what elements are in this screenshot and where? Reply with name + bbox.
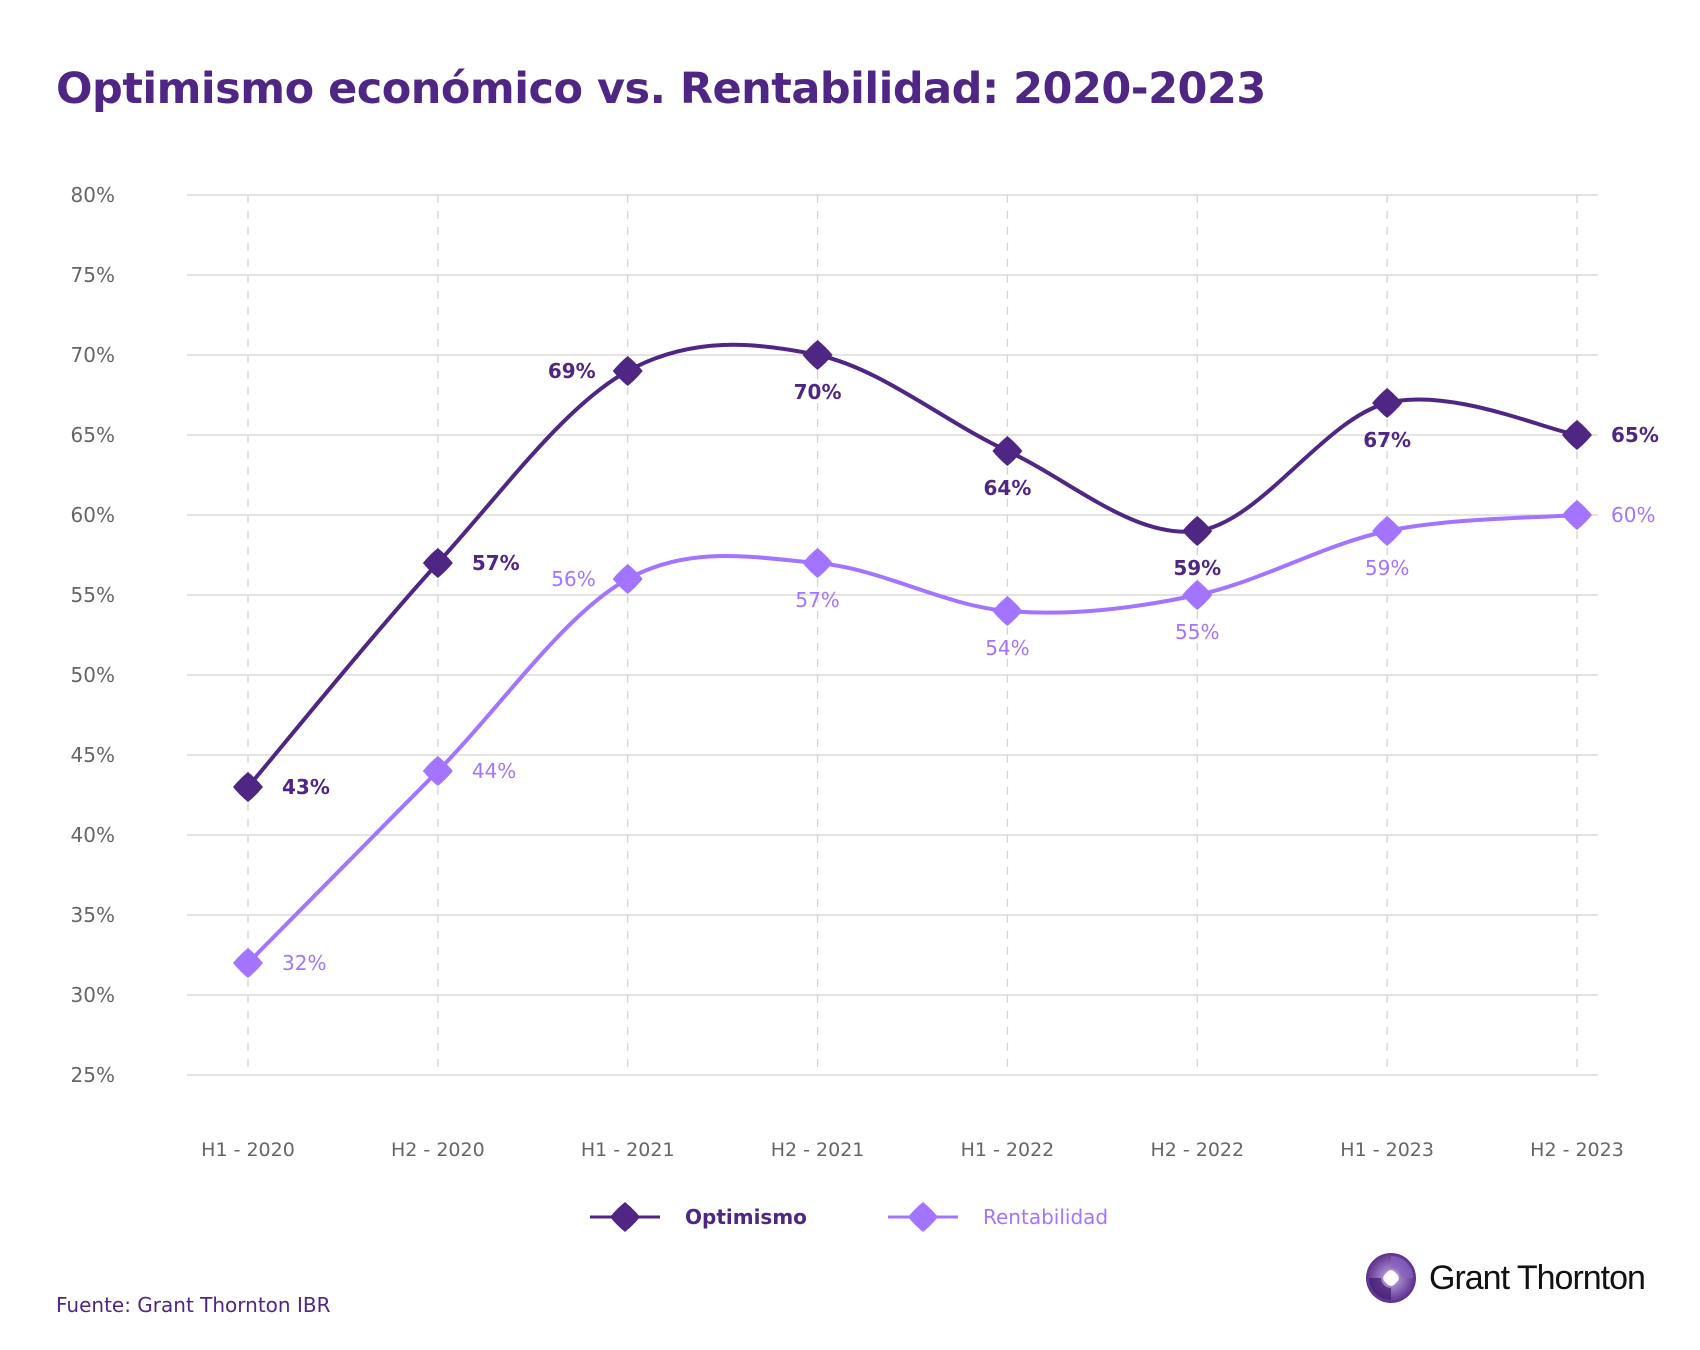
data-point-marker — [422, 548, 453, 578]
data-point-marker — [992, 436, 1023, 466]
chart-title: Optimismo económico vs. Rentabilidad: 20… — [56, 64, 1266, 114]
y-tick-label: 35% — [71, 903, 115, 927]
data-label: 55% — [1175, 620, 1219, 644]
data-label: 69% — [548, 359, 596, 383]
x-tick-label: H2 - 2020 — [391, 1139, 485, 1161]
data-point-marker — [1372, 516, 1403, 546]
data-point-marker — [1562, 420, 1592, 450]
series-line-rentabilidad — [246, 513, 1578, 965]
data-label: 56% — [551, 567, 595, 591]
data-point-marker — [1182, 516, 1213, 546]
data-label: 57% — [795, 588, 839, 612]
logo-text: Grant Thornton — [1429, 1258, 1646, 1297]
y-tick-label: 80% — [71, 183, 115, 207]
y-tick-label: 70% — [71, 343, 115, 367]
data-point-marker — [422, 756, 453, 786]
data-label: 70% — [794, 380, 842, 404]
data-label: 60% — [1611, 503, 1655, 527]
data-label: 59% — [1365, 556, 1409, 580]
y-tick-label: 30% — [71, 983, 115, 1007]
data-point-marker — [802, 340, 833, 370]
y-tick-label: 75% — [71, 263, 115, 287]
legend-marker-icon — [610, 1202, 640, 1232]
data-point-marker — [233, 948, 263, 978]
y-tick-label: 45% — [71, 743, 115, 767]
data-point-marker — [1182, 580, 1213, 610]
data-label: 64% — [983, 476, 1031, 500]
legend-label: Rentabilidad — [983, 1205, 1108, 1229]
data-point-marker — [992, 596, 1023, 626]
data-point-marker — [233, 772, 263, 802]
data-label: 44% — [472, 759, 516, 783]
y-tick-label: 55% — [71, 583, 115, 607]
x-tick-label: H1 - 2021 — [581, 1139, 675, 1161]
data-point-marker — [1372, 388, 1403, 418]
data-label: 59% — [1173, 556, 1221, 580]
x-tick-label: H2 - 2021 — [771, 1139, 865, 1161]
x-tick-label: H1 - 2020 — [201, 1139, 295, 1161]
data-point-marker — [1562, 500, 1592, 530]
y-tick-label: 60% — [71, 503, 115, 527]
data-point-marker — [612, 356, 643, 386]
x-tick-label: H1 - 2023 — [1340, 1139, 1434, 1161]
y-tick-label: 50% — [71, 663, 115, 687]
data-label: 67% — [1363, 428, 1411, 452]
legend-marker-icon — [908, 1202, 938, 1232]
y-tick-label: 25% — [71, 1063, 115, 1087]
x-tick-label: H1 - 2022 — [961, 1139, 1055, 1161]
data-label: 57% — [472, 551, 520, 575]
grant-thornton-logo: Grant Thornton — [1365, 1252, 1646, 1304]
data-label: 43% — [282, 775, 330, 799]
data-label: 32% — [282, 951, 326, 975]
y-tick-label: 65% — [71, 423, 115, 447]
data-label: 65% — [1611, 423, 1659, 447]
data-label: 54% — [985, 636, 1029, 660]
legend-label: Optimismo — [685, 1205, 807, 1229]
x-tick-label: H2 - 2022 — [1150, 1139, 1244, 1161]
data-point-marker — [612, 564, 643, 594]
logo-mark-icon — [1366, 1253, 1416, 1303]
source-note: Fuente: Grant Thornton IBR — [56, 1293, 331, 1317]
data-point-marker — [802, 548, 833, 578]
x-tick-label: H2 - 2023 — [1530, 1139, 1624, 1161]
y-tick-label: 40% — [71, 823, 115, 847]
